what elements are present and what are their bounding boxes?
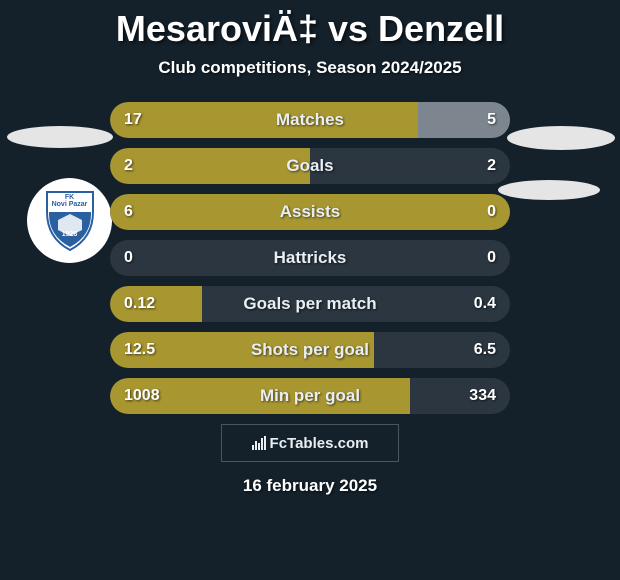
player-right-placeholder xyxy=(507,126,615,150)
date-label: 16 february 2025 xyxy=(0,476,620,496)
stat-label: Assists xyxy=(110,194,510,230)
fctables-logo[interactable]: FcTables.com xyxy=(221,424,399,462)
stat-label: Matches xyxy=(110,102,510,138)
chart-icon xyxy=(252,436,266,450)
stat-label: Shots per goal xyxy=(110,332,510,368)
stat-label: Hattricks xyxy=(110,240,510,276)
stat-row: 175Matches xyxy=(110,102,510,138)
player-left-placeholder xyxy=(7,126,113,148)
badge-year: 1928 xyxy=(43,231,97,238)
logo-text: FcTables.com xyxy=(270,435,369,452)
stat-label: Goals per match xyxy=(110,286,510,322)
stat-row: 00Hattricks xyxy=(110,240,510,276)
stat-row: 22Goals xyxy=(110,148,510,184)
badge-line2: Novi Pazar xyxy=(52,201,88,208)
stat-label: Goals xyxy=(110,148,510,184)
stat-row: 12.56.5Shots per goal xyxy=(110,332,510,368)
page-title: MesaroviÄ‡ vs Denzell xyxy=(0,0,620,50)
stats-list: 175Matches 22Goals 60Assists 00Hattricks 0.1… xyxy=(110,102,510,414)
shield-icon: FK Novi Pazar 1928 xyxy=(43,190,97,252)
badge-line1: FK xyxy=(65,194,74,201)
club-right-placeholder xyxy=(498,180,600,200)
stat-row: 60Assists xyxy=(110,194,510,230)
stat-label: Min per goal xyxy=(110,378,510,414)
stat-row: 0.120.4Goals per match xyxy=(110,286,510,322)
page-subtitle: Club competitions, Season 2024/2025 xyxy=(0,58,620,78)
club-left-badge: FK Novi Pazar 1928 xyxy=(27,178,112,263)
stat-row: 1008334Min per goal xyxy=(110,378,510,414)
